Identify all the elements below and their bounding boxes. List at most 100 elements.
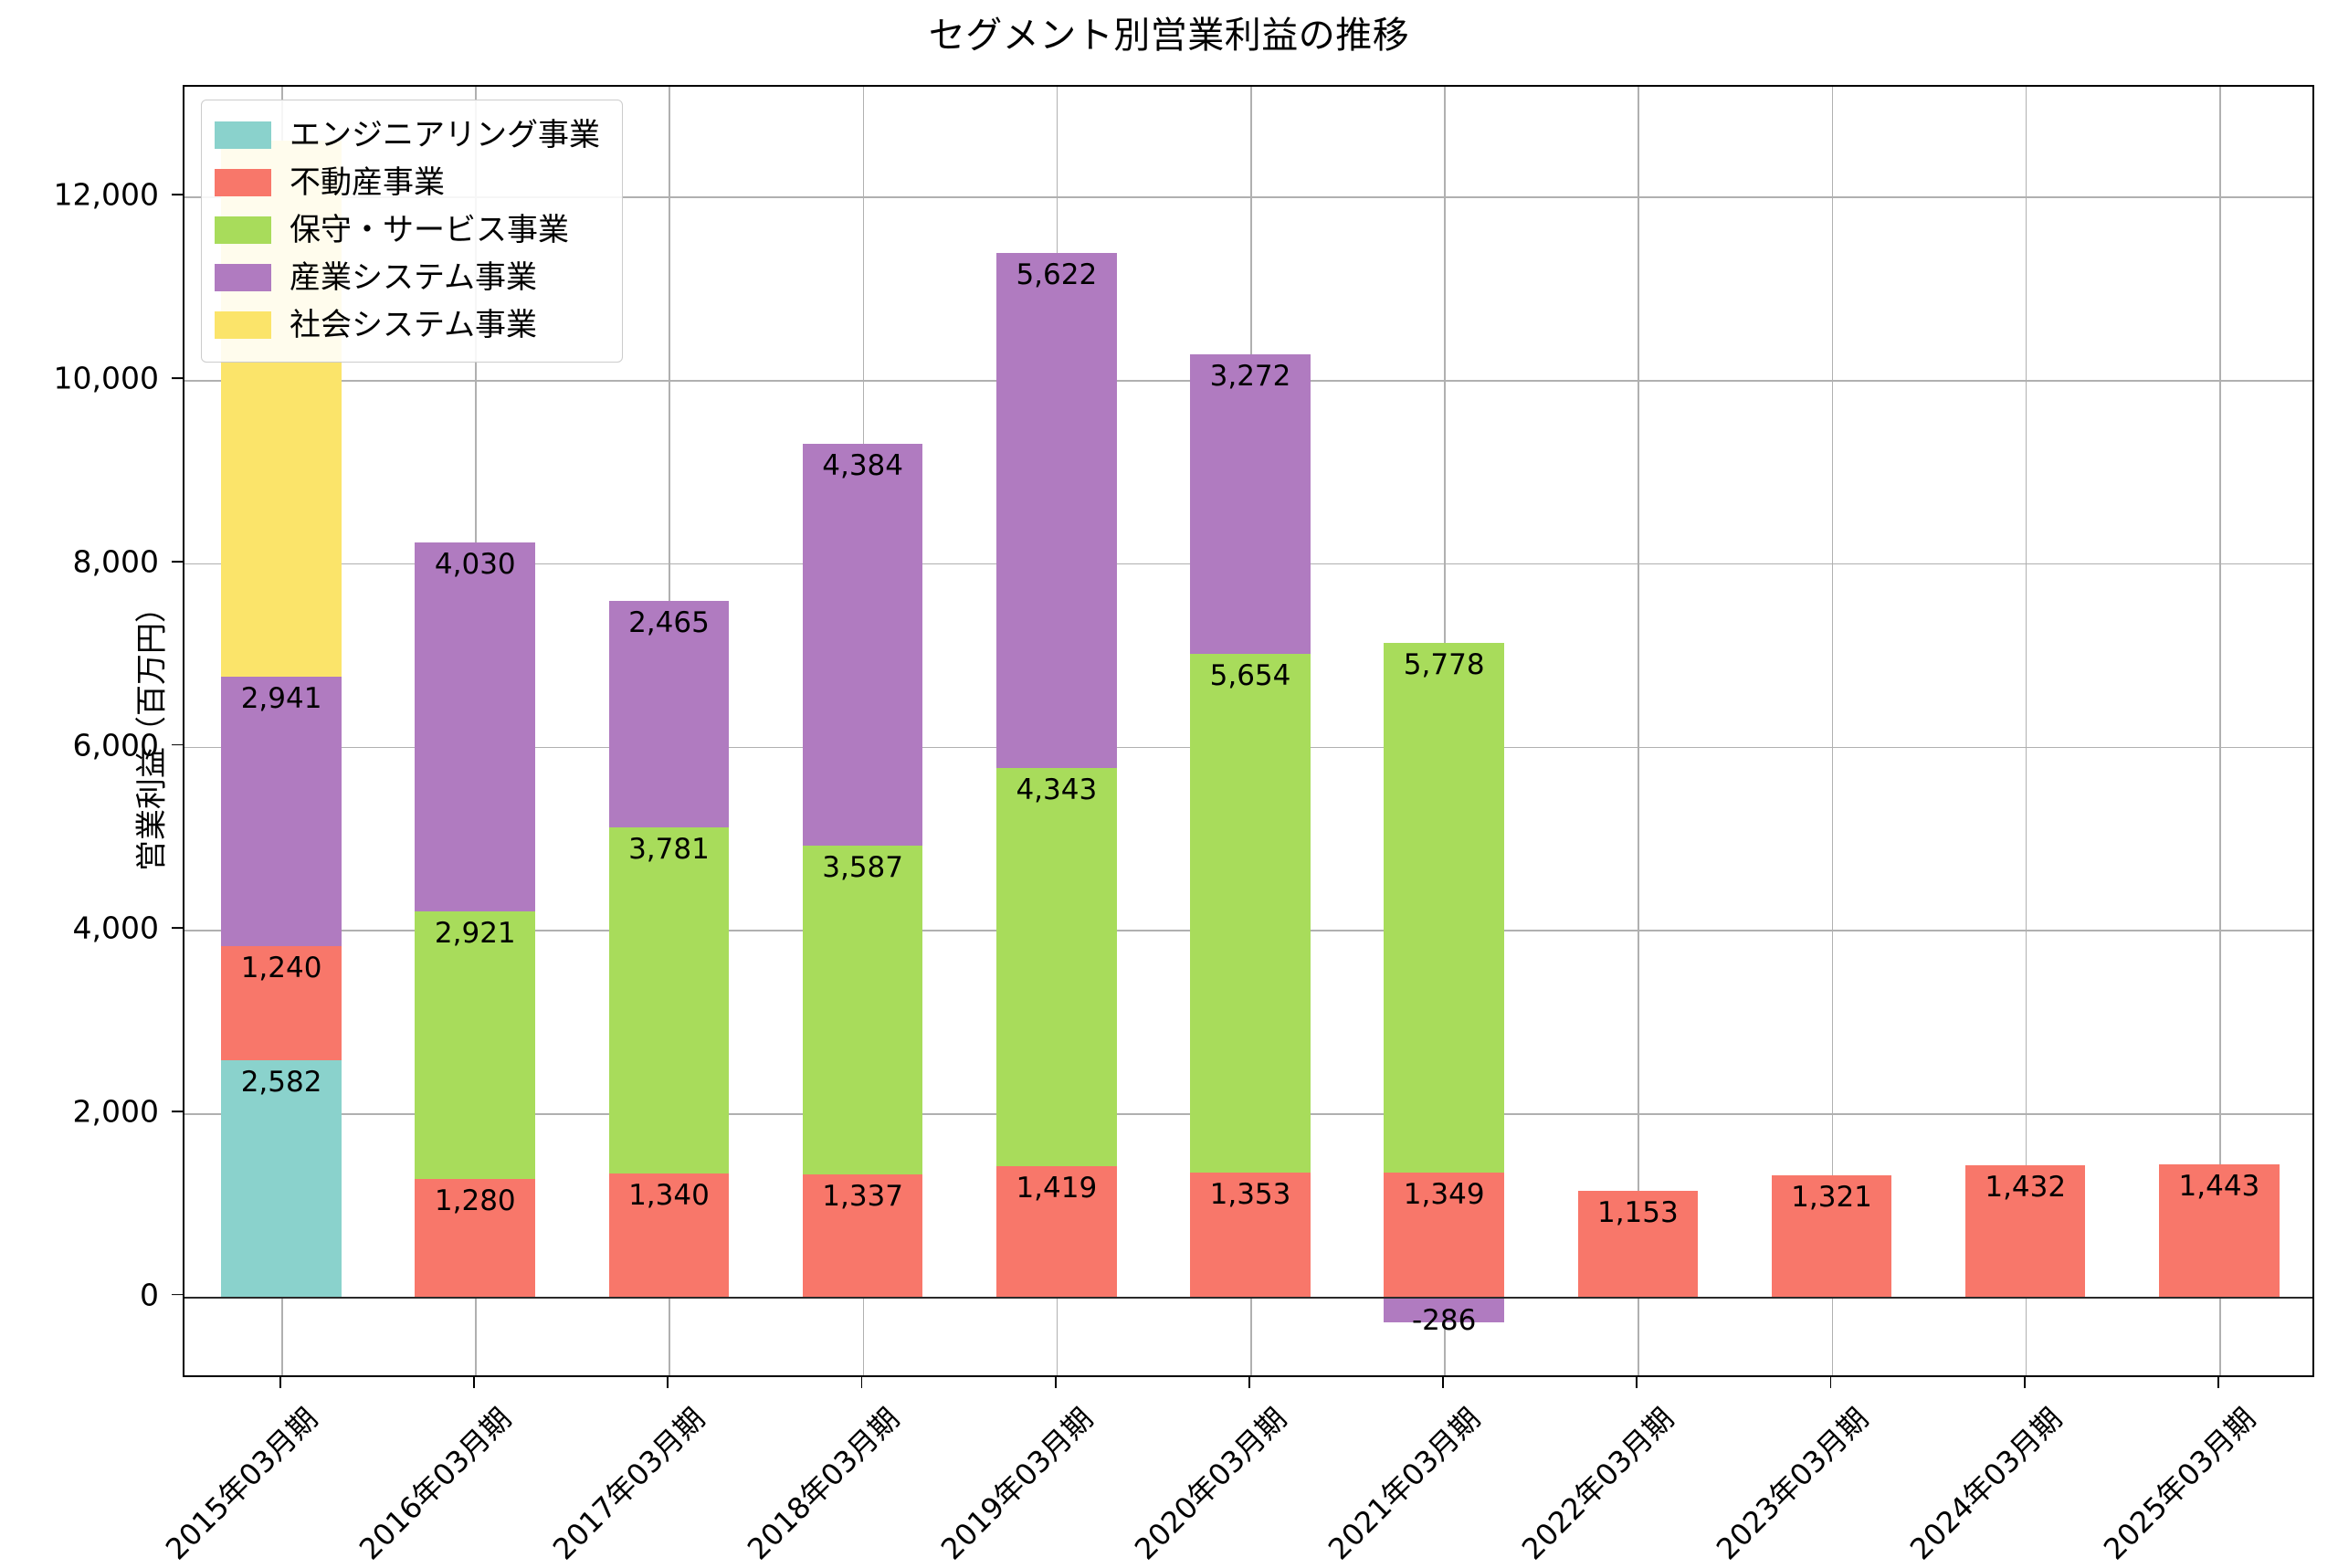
bar-segment[interactable] [2159, 1163, 2280, 1297]
legend-item-label: エンジニアリング事業 [290, 117, 600, 153]
x-axis-tick-mark [473, 1377, 476, 1388]
bar-value-label: -286 [1411, 1303, 1477, 1337]
legend-item[interactable]: 社会システム事業 [215, 301, 600, 349]
bar-value-label: 4,343 [1016, 773, 1098, 807]
y-axis-tick-label: 6,000 [72, 727, 159, 763]
bar-segment[interactable] [996, 768, 1117, 1167]
x-axis-tick-label: 2017年03月期 [546, 1401, 712, 1567]
x-axis-tick-mark [860, 1377, 863, 1388]
x-axis-tick-label: 2023年03月期 [1709, 1401, 1875, 1567]
bar-value-label: 1,280 [434, 1184, 516, 1218]
bar-value-label: 2,582 [240, 1065, 322, 1099]
x-axis-tick-label: 2015年03月期 [159, 1401, 325, 1567]
x-axis-tick-label: 2021年03月期 [1322, 1401, 1488, 1567]
legend-swatch-icon [215, 216, 271, 244]
bar-value-label: 4,384 [822, 448, 903, 482]
x-axis-tick-mark [667, 1377, 669, 1388]
x-axis-tick-label: 2020年03月期 [1127, 1401, 1294, 1567]
bar-value-label: 2,941 [240, 681, 322, 715]
bar-segment[interactable] [415, 542, 536, 912]
y-axis-tick-label: 8,000 [72, 543, 159, 580]
x-axis-tick-label: 2016年03月期 [353, 1401, 519, 1567]
bar-value-label: 3,587 [822, 850, 903, 884]
y-axis-tick-mark [172, 743, 183, 746]
bar-value-label: 4,030 [434, 547, 516, 581]
legend-swatch-icon [215, 169, 271, 196]
bar-segment[interactable] [1384, 1173, 1504, 1297]
legend-item[interactable]: エンジニアリング事業 [215, 111, 600, 159]
bar-segment[interactable] [802, 443, 923, 846]
bar-segment[interactable] [1964, 1164, 2086, 1297]
gridline-vertical [2025, 87, 2027, 1375]
y-axis-tick-label: 10,000 [53, 360, 159, 396]
bar-segment[interactable] [996, 253, 1117, 769]
bar-value-label: 3,272 [1209, 360, 1291, 394]
x-axis-tick-label: 2018年03月期 [740, 1401, 906, 1567]
gridline-vertical [1638, 87, 1639, 1375]
bar-value-label: 1,443 [2178, 1169, 2260, 1203]
zero-axis-line [184, 1296, 2312, 1300]
bar-value-label: 2,465 [628, 606, 710, 640]
legend-swatch-icon [215, 121, 271, 149]
y-axis-tick-mark [172, 1293, 183, 1296]
bar-segment[interactable] [1577, 1190, 1699, 1297]
y-axis-tick-label: 0 [140, 1277, 159, 1313]
chart-title: セグメント別営業利益の推移 [928, 15, 1410, 57]
x-axis-tick-label: 2019年03月期 [933, 1401, 1100, 1567]
legend-swatch-icon [215, 264, 271, 291]
legend-item-label: 不動産事業 [290, 164, 445, 201]
bar-value-label: 1,432 [1985, 1170, 2067, 1204]
bar-value-label: 1,353 [1209, 1177, 1291, 1211]
bar-value-label: 1,349 [1403, 1178, 1485, 1212]
legend[interactable]: エンジニアリング事業 不動産事業保守・サービス事業 産業システム事業社会システム事業 [201, 100, 623, 363]
bar-segment[interactable] [996, 1166, 1117, 1297]
y-axis-label-container: 営業利益（百万円） [20, 85, 171, 1377]
bar-segment[interactable] [221, 946, 342, 1060]
y-axis-tick-label: 12,000 [53, 176, 159, 213]
y-axis-tick-mark [172, 377, 183, 380]
x-axis-tick-mark [279, 1377, 281, 1388]
bar-segment[interactable] [1384, 1296, 1504, 1323]
bar-segment[interactable] [608, 1173, 730, 1297]
bar-value-label: 1,240 [240, 952, 322, 985]
bar-segment[interactable] [221, 1059, 342, 1297]
bar-value-label: 1,340 [628, 1179, 710, 1213]
x-axis-tick-mark [2023, 1377, 2026, 1388]
bar-segment[interactable] [802, 1173, 923, 1297]
bar-value-label: 3,781 [628, 832, 710, 866]
y-axis-tick-mark [172, 560, 183, 563]
bar-segment[interactable] [1190, 1172, 1311, 1297]
bar-value-label: 2,921 [434, 917, 516, 951]
bar-segment[interactable] [608, 601, 730, 827]
bar-segment[interactable] [608, 826, 730, 1174]
bar-segment[interactable] [1190, 354, 1311, 655]
bar-segment[interactable] [802, 845, 923, 1174]
bar-segment[interactable] [415, 1179, 536, 1297]
bar-segment[interactable] [221, 676, 342, 947]
legend-item-label: 保守・サービス事業 [290, 212, 569, 248]
legend-item[interactable]: 保守・サービス事業 [215, 206, 600, 254]
bar-segment[interactable] [1384, 643, 1504, 1173]
bar-value-label: 1,419 [1016, 1172, 1098, 1205]
y-axis-tick-mark [172, 1110, 183, 1112]
x-axis-tick-mark [1829, 1377, 1832, 1388]
bar-segment[interactable] [415, 911, 536, 1180]
bar-segment[interactable] [1190, 654, 1311, 1173]
bar-value-label: 5,622 [1016, 258, 1098, 292]
bar-value-label: 5,778 [1403, 648, 1485, 682]
legend-item[interactable]: 産業システム事業 [215, 254, 600, 301]
gridline-horizontal [184, 196, 2312, 199]
bar-segment[interactable] [1771, 1175, 1892, 1297]
x-axis-tick-label: 2024年03月期 [1902, 1401, 2069, 1567]
gridline-vertical [2218, 87, 2221, 1375]
y-axis-tick-label: 2,000 [72, 1093, 159, 1130]
bar-value-label: 5,654 [1209, 659, 1291, 693]
x-axis-tick-mark [1636, 1377, 1638, 1388]
x-axis-tick-mark [2217, 1377, 2219, 1388]
x-axis-tick-mark [1248, 1377, 1250, 1388]
legend-item[interactable]: 不動産事業 [215, 159, 600, 206]
legend-item-label: 産業システム事業 [290, 259, 537, 296]
bar-value-label: 1,337 [822, 1179, 903, 1213]
x-axis-tick-label: 2025年03月期 [2096, 1401, 2263, 1567]
